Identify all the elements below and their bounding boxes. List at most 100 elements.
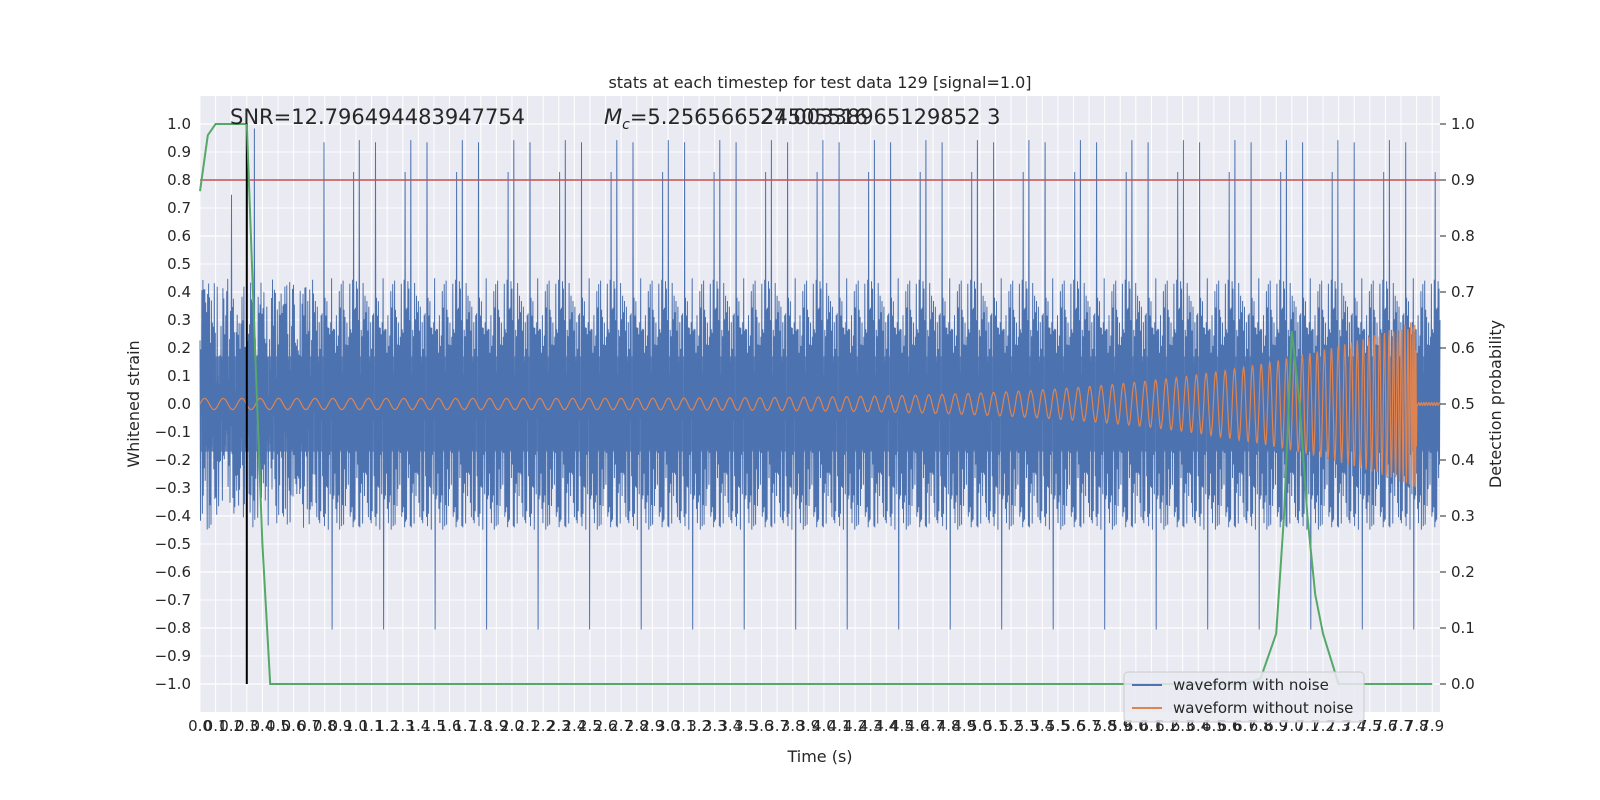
x-tick-label: 7.8: [1405, 717, 1429, 735]
legend-label-noisy: waveform with noise: [1173, 676, 1329, 694]
x-tick-label: 0.4: [250, 717, 274, 735]
right-y-tick-label: 0.4: [1451, 451, 1475, 469]
chirp-mass-value: =5.256566524505516: [630, 105, 868, 129]
x-tick-label: 0.9: [328, 717, 352, 735]
x-tick-label: 3.7: [765, 717, 789, 735]
x-tick-labels: 0.00.10.20.30.40.50.60.70.80.91.01.11.21…: [188, 717, 1444, 735]
y-tick-label: 0.9: [167, 143, 191, 161]
x-tick-label: 2.2: [531, 717, 555, 735]
x-tick-label: 7.5: [1358, 717, 1382, 735]
y-tick-label: 0.0: [167, 395, 191, 413]
y-tick-label: −0.6: [155, 563, 191, 581]
chirp-mass-symbol: M: [604, 105, 622, 129]
x-axis-label: Time (s): [786, 747, 852, 766]
x-tick-label: 5.1: [984, 717, 1008, 735]
noisy-waveform-core: [200, 356, 1440, 452]
x-tick-label: 4.7: [921, 717, 945, 735]
x-tick-label: 4.5: [890, 717, 914, 735]
y-tick-label: 0.3: [167, 311, 191, 329]
x-tick-label: 1.3: [391, 717, 415, 735]
x-tick-label: 1.5: [422, 717, 446, 735]
y-tick-label: 0.2: [167, 339, 191, 357]
right-y-tick-label: 0.5: [1451, 395, 1475, 413]
right-y-tick-label: 1.0: [1451, 115, 1475, 133]
legend: waveform with noise waveform without noi…: [1123, 671, 1365, 723]
x-tick-label: 5.6: [1062, 717, 1086, 735]
x-tick-label: 7.7: [1389, 717, 1413, 735]
overlapping-annotation: 27.00338965129852 3: [760, 105, 1001, 129]
x-tick-label: 5.0: [968, 717, 992, 735]
y-tick-label: 0.1: [167, 367, 191, 385]
y-tick-label: 0.4: [167, 283, 191, 301]
y-tick-label: −0.8: [155, 619, 191, 637]
x-tick-label: 4.1: [828, 717, 852, 735]
right-y-tick-label: 0.8: [1451, 227, 1475, 245]
x-tick-label: 0.6: [282, 717, 306, 735]
x-tick-label: 1.6: [438, 717, 462, 735]
x-tick-label: 3.0: [656, 717, 680, 735]
y-tick-label: 0.5: [167, 255, 191, 273]
y-axis-label: Whitened strain: [124, 340, 143, 467]
right-y-axis-label: Detection probability: [1486, 320, 1505, 488]
right-y-tick-labels: 0.0 0.1 0.2 0.3 0.4 0.5 0.6 0.7 0.8 0.9 1.0: [1440, 115, 1475, 693]
x-tick-label: 3.2: [687, 717, 711, 735]
x-tick-label: 2.5: [578, 717, 602, 735]
x-tick-label: 4.9: [952, 717, 976, 735]
x-tick-label: 4.4: [874, 717, 898, 735]
x-tick-label: 7.9: [1420, 717, 1444, 735]
x-tick-label: 4.3: [859, 717, 883, 735]
x-tick-label: 5.8: [1093, 717, 1117, 735]
y-tick-labels: −1.0 −0.9 −0.8 −0.7 −0.6 −0.5 −0.4 −0.3 −0.2 −0.1…: [155, 115, 191, 693]
y-tick-label: −0.7: [155, 591, 191, 609]
x-tick-label: 5.7: [1077, 717, 1101, 735]
x-tick-label: 3.5: [734, 717, 758, 735]
x-tick-label: 5.4: [1030, 717, 1054, 735]
x-tick-label: 3.1: [672, 717, 696, 735]
x-tick-label: 3.9: [796, 717, 820, 735]
x-tick-label: 0.2: [219, 717, 243, 735]
x-tick-label: 2.8: [625, 717, 649, 735]
x-tick-label: 3.8: [781, 717, 805, 735]
legend-label-clean: waveform without noise: [1173, 699, 1353, 717]
x-tick-label: 0.3: [235, 717, 259, 735]
x-tick-label: 4.8: [937, 717, 961, 735]
x-tick-label: 0.7: [297, 717, 321, 735]
x-tick-label: 2.7: [609, 717, 633, 735]
y-tick-label: 0.7: [167, 199, 191, 217]
right-y-tick-label: 0.7: [1451, 283, 1475, 301]
x-tick-label: 0.0: [188, 717, 212, 735]
x-tick-label: 4.2: [843, 717, 867, 735]
legend-box: [1123, 671, 1365, 723]
y-tick-label: 1.0: [167, 115, 191, 133]
chirp-mass-subscript: c: [622, 117, 630, 133]
y-tick-label: 0.8: [167, 171, 191, 189]
right-y-tick-label: 0.1: [1451, 619, 1475, 637]
x-tick-label: 1.1: [360, 717, 384, 735]
x-tick-label: 1.2: [375, 717, 399, 735]
y-tick-label: −0.4: [155, 507, 191, 525]
x-tick-label: 3.4: [718, 717, 742, 735]
clean-waveform-line: [199, 322, 1441, 488]
clean-waveform-series: [199, 322, 1441, 488]
x-tick-label: 2.4: [562, 717, 586, 735]
y-tick-label: −1.0: [155, 675, 191, 693]
x-tick-label: 4.0: [812, 717, 836, 735]
x-tick-label: 1.0: [344, 717, 368, 735]
x-tick-label: 1.9: [484, 717, 508, 735]
x-tick-label: 0.8: [313, 717, 337, 735]
right-y-tick-label: 0.2: [1451, 563, 1475, 581]
x-tick-label: 4.6: [906, 717, 930, 735]
right-y-tick-label: 0.9: [1451, 171, 1475, 189]
x-tick-label: 5.2: [999, 717, 1023, 735]
x-tick-label: 2.3: [547, 717, 571, 735]
x-tick-label: 5.5: [1046, 717, 1070, 735]
x-tick-label: 3.3: [703, 717, 727, 735]
y-tick-label: −0.1: [155, 423, 191, 441]
x-tick-label: 2.6: [594, 717, 618, 735]
y-tick-label: 0.6: [167, 227, 191, 245]
y-tick-label: −0.9: [155, 647, 191, 665]
right-y-tick-label: 0.6: [1451, 339, 1475, 357]
snr-annotation: SNR=12.796494483947754: [230, 105, 525, 129]
